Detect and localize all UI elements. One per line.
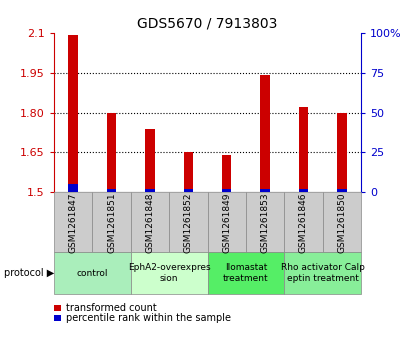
Bar: [337, 189, 347, 192]
Bar: [183, 152, 193, 192]
Text: Rho activator Calp
eptin treatment: Rho activator Calp eptin treatment: [281, 264, 365, 283]
Bar: [145, 129, 155, 192]
Bar: [183, 189, 193, 192]
Text: GSM1261850: GSM1261850: [337, 192, 347, 253]
Bar: [299, 189, 308, 192]
Text: EphA2-overexpres
sion: EphA2-overexpres sion: [128, 264, 210, 283]
Title: GDS5670 / 7913803: GDS5670 / 7913803: [137, 16, 278, 30]
Text: GSM1261852: GSM1261852: [184, 192, 193, 253]
Text: protocol ▶: protocol ▶: [4, 268, 54, 278]
Bar: [299, 107, 308, 192]
Bar: [260, 189, 270, 192]
Text: Ilomastat
treatment: Ilomastat treatment: [223, 264, 269, 283]
Text: GSM1261853: GSM1261853: [261, 192, 270, 253]
Text: GSM1261851: GSM1261851: [107, 192, 116, 253]
Text: percentile rank within the sample: percentile rank within the sample: [66, 313, 232, 323]
Bar: [68, 184, 78, 192]
Bar: [107, 113, 116, 192]
Text: GSM1261847: GSM1261847: [68, 192, 78, 253]
Bar: [107, 189, 116, 192]
Bar: [222, 155, 232, 192]
Text: transformed count: transformed count: [66, 303, 157, 313]
Bar: [337, 113, 347, 192]
Text: GSM1261846: GSM1261846: [299, 192, 308, 253]
Bar: [68, 35, 78, 192]
Text: GSM1261848: GSM1261848: [145, 192, 154, 253]
Bar: [145, 189, 155, 192]
Bar: [222, 189, 232, 192]
Text: GSM1261849: GSM1261849: [222, 192, 231, 253]
Text: control: control: [77, 269, 108, 278]
Bar: [260, 75, 270, 192]
